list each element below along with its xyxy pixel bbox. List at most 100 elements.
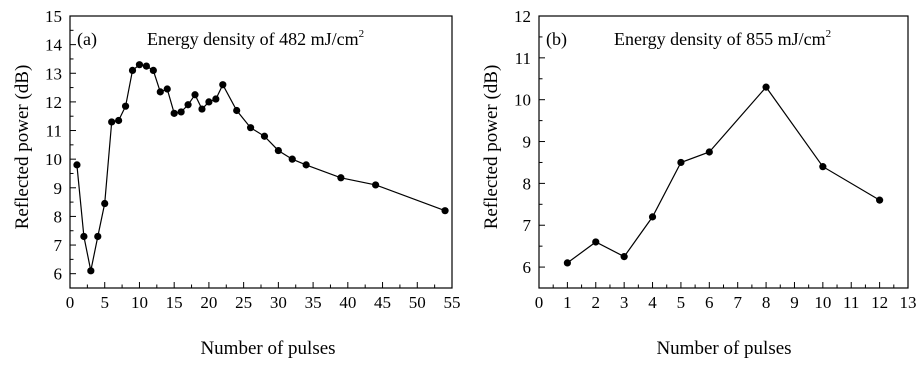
data-point-b [762,83,770,91]
x-tick-label-a: 50 [409,293,426,312]
y-tick-label-b: 9 [523,133,532,152]
data-point-a [128,66,137,74]
x-tick-label-b: 4 [648,293,657,312]
x-tick-label-a: 35 [305,293,322,312]
y-tick-label-a: 14 [45,36,63,55]
x-tick-label-b: 2 [592,293,601,312]
x-tick-label-a: 15 [166,293,183,312]
data-point-a [205,98,213,106]
data-point-a [135,61,144,69]
x-tick-label-a: 45 [374,293,391,312]
y-tick-label-b: 7 [523,216,532,235]
data-point-a [198,105,206,113]
x-tick-label-b: 9 [790,293,799,312]
y-tick-labels-b: 6 7 8 9 10 11 12 [514,7,532,277]
data-point-a [170,109,178,117]
x-axis-label-a: Number of pulses [200,338,335,359]
data-point-a [101,199,109,208]
x-tick-labels-a: 0 5 10 15 20 25 30 35 40 45 50 55 [66,293,461,312]
data-point-a [288,155,296,163]
x-tick-label-a: 30 [270,293,287,312]
data-point-a [87,267,95,275]
data-point-b [819,163,827,171]
y-tick-label-b: 12 [514,7,531,26]
x-tick-label-a: 0 [66,293,75,312]
annotation-a-text: Energy density of 482 mJ/cm [147,29,359,49]
data-point-a [191,91,199,99]
x-tick-label-a: 25 [235,293,252,312]
panel-a-chart: 0 5 10 15 20 25 30 35 40 45 50 55 6789101112131415 … [12,7,461,359]
data-point-a [233,106,241,115]
y-tick-label-a: 7 [54,236,63,255]
y-tick-labels-a: 6 7 8 9 10 11 12 13 14 15 [45,7,63,284]
data-point-b [563,259,571,267]
x-tick-label-a: 40 [339,293,356,312]
x-tick-label-b: 6 [705,293,714,312]
y-tick-label-a: 12 [45,93,62,112]
x-tick-label-b: 11 [843,293,859,312]
data-point-a [121,102,130,110]
x-axis-label-b: Number of pulses [656,338,791,359]
series-points-a [73,61,449,275]
axis-ticks-a [69,15,453,289]
x-tick-label-b: 7 [733,293,742,312]
data-point-a [302,161,310,169]
data-point-a [115,116,123,125]
annotation-b-text: Energy density of 855 mJ/cm [614,29,826,49]
series-line-a [76,64,446,271]
y-tick-label-a: 11 [46,122,62,141]
data-point-a [177,108,185,116]
series-line-b [567,86,880,264]
data-point-b [705,148,713,156]
y-tick-label-b: 6 [523,258,532,277]
x-tick-label-a: 10 [131,293,148,312]
data-point-a [372,181,380,189]
data-point-a [73,161,81,169]
x-tick-label-a: 55 [444,293,461,312]
y-tick-label-a: 13 [45,64,62,83]
annotation-a: Energy density of 482 mJ/cm2 [147,28,364,49]
y-tick-label-a: 9 [54,179,63,198]
axis-ticks-b [538,15,909,289]
x-tick-label-b: 5 [677,293,686,312]
panel-letter-a: (a) [77,29,97,50]
x-tick-labels-b: 0 1 2 3 4 5 6 7 8 9 10 11 12 13 [535,293,917,312]
plot-frame-a [69,15,453,289]
x-tick-label-b: 12 [871,293,888,312]
y-axis-label-a: Reflected power (dB) [12,65,33,230]
x-tick-label-b: 8 [762,293,771,312]
y-axis-label-b: Reflected power (dB) [481,65,502,230]
y-tick-label-b: 8 [523,174,532,193]
x-tick-label-b: 13 [900,293,917,312]
annotation-b-sup: 2 [826,28,832,40]
y-tick-label-a: 8 [54,207,63,226]
data-point-a [260,132,269,140]
data-point-b [648,213,657,221]
data-point-b [876,196,884,204]
data-point-a [149,66,157,74]
x-tick-label-a: 20 [200,293,217,312]
data-point-a [274,146,282,155]
data-point-a [94,232,102,241]
y-tick-label-a: 10 [45,150,62,169]
data-point-a [441,207,449,215]
x-tick-label-b: 3 [620,293,629,312]
data-point-b [677,158,685,167]
data-point-a [80,232,88,241]
data-point-a [219,81,227,89]
data-point-a [212,95,220,103]
y-tick-label-a: 6 [54,265,63,284]
y-tick-label-b: 11 [515,49,531,68]
plot-frame-b [538,15,909,289]
data-point-b [592,238,600,246]
data-point-a [156,88,164,96]
data-point-a [337,174,345,182]
panel-letter-b: (b) [546,29,567,50]
data-point-b [620,253,628,261]
y-tick-label-a: 15 [45,7,62,26]
annotation-a-sup: 2 [359,28,365,40]
x-tick-label-b: 1 [563,293,572,312]
x-tick-label-a: 5 [100,293,109,312]
y-tick-label-b: 10 [514,91,531,110]
